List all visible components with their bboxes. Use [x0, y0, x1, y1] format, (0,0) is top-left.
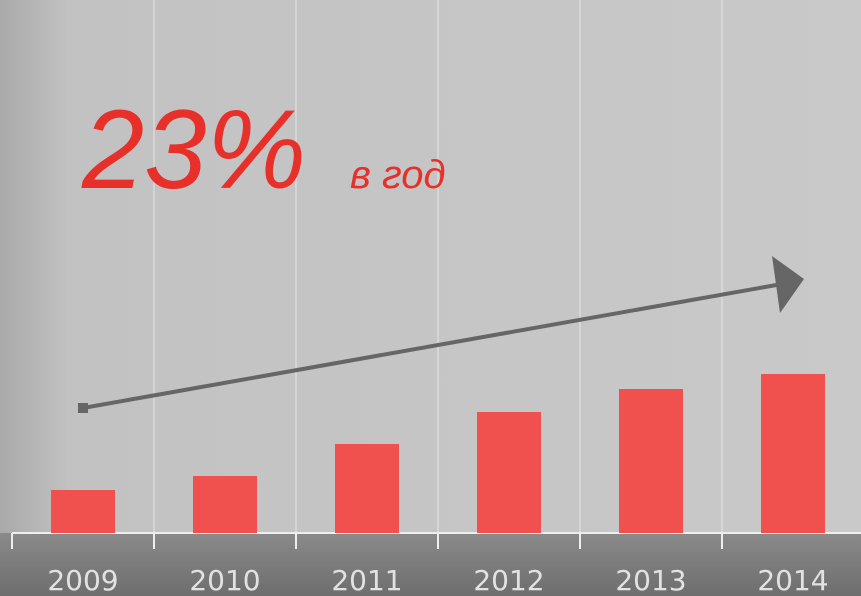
bar [335, 444, 399, 533]
annotation-suffix: в год [350, 153, 446, 197]
x-tick-label: 2010 [189, 564, 260, 596]
arrow-head [772, 256, 804, 313]
x-tick-label: 2009 [47, 564, 118, 596]
axis-strip [0, 533, 861, 596]
bar [193, 476, 257, 533]
bar [51, 490, 115, 533]
trend-arrow [82, 282, 783, 410]
bar [619, 389, 683, 533]
x-tick-label: 2014 [757, 564, 828, 596]
arrow-tail [78, 403, 88, 413]
bar [761, 374, 825, 533]
annotation: 23% [81, 87, 306, 212]
x-tick-label: 2011 [331, 564, 402, 596]
x-tick-label: 2012 [473, 564, 544, 596]
bar [477, 412, 541, 533]
x-tick-label: 2013 [615, 564, 686, 596]
